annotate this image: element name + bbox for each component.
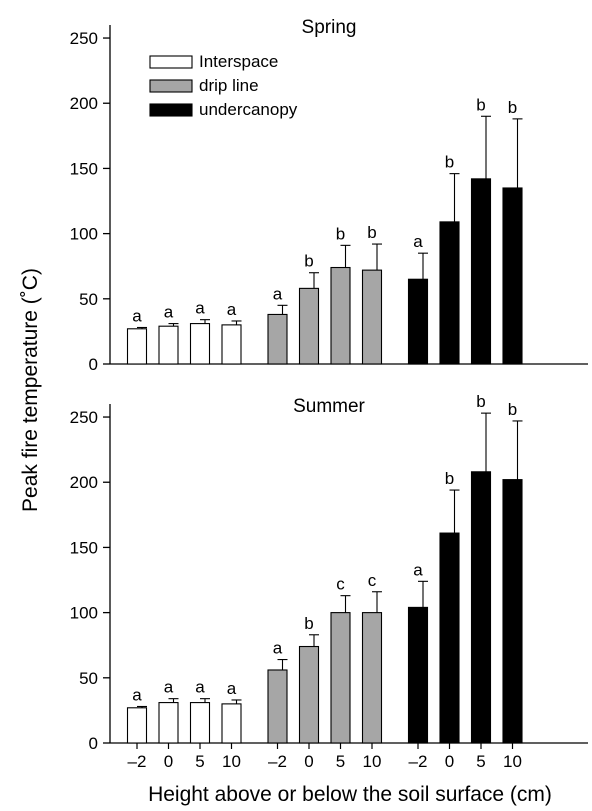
y-tick-label: 50 bbox=[79, 290, 98, 309]
bar bbox=[298, 645, 320, 744]
significance-letter: c bbox=[336, 575, 345, 594]
significance-letter: a bbox=[227, 300, 237, 319]
x-tick-label: –2 bbox=[128, 752, 147, 771]
y-tick-label: 150 bbox=[70, 159, 98, 178]
legend-label: undercanopy bbox=[199, 100, 298, 119]
legend-label: Interspace bbox=[199, 52, 278, 71]
significance-letter: a bbox=[132, 685, 142, 704]
bar bbox=[407, 606, 429, 744]
y-tick-label: 150 bbox=[70, 538, 98, 557]
significance-letter: b bbox=[367, 223, 376, 242]
y-tick-label: 0 bbox=[89, 734, 98, 753]
chart-panel-1: 050100150200250Summera–2a0a5a10a–2b0c5c1… bbox=[70, 392, 588, 771]
bar bbox=[189, 323, 211, 365]
x-tick-label: 5 bbox=[476, 752, 485, 771]
bar bbox=[126, 328, 148, 365]
bar bbox=[439, 532, 460, 744]
bar bbox=[439, 221, 460, 365]
x-tick-label: 10 bbox=[363, 752, 382, 771]
x-tick-label: 0 bbox=[304, 752, 313, 771]
bar bbox=[158, 702, 179, 744]
bar bbox=[470, 178, 492, 365]
x-axis-label: Height above or below the soil surface (… bbox=[148, 783, 552, 806]
significance-letter: b bbox=[445, 153, 454, 172]
significance-letter: b bbox=[445, 469, 454, 488]
y-tick-label: 100 bbox=[70, 225, 98, 244]
bar bbox=[221, 703, 242, 744]
y-tick-label: 100 bbox=[70, 604, 98, 623]
y-axis-label: Peak fire temperature (˚C) bbox=[19, 268, 42, 512]
significance-letter: b bbox=[304, 614, 313, 633]
bar bbox=[330, 266, 351, 365]
significance-letter: a bbox=[195, 678, 205, 697]
significance-letter: a bbox=[227, 679, 237, 698]
chart-panel-0: 0 50 100 150 200 250 Spring a a a a a b b b a b b b Intersp… bbox=[70, 17, 588, 374]
x-tick-label: 5 bbox=[195, 752, 204, 771]
bar bbox=[126, 707, 148, 744]
bar bbox=[407, 278, 429, 365]
significance-letter: b bbox=[476, 392, 485, 411]
y-tick-label: 250 bbox=[70, 29, 98, 48]
y-tick-label: 200 bbox=[70, 473, 98, 492]
significance-letter: b bbox=[508, 400, 517, 419]
bar bbox=[470, 471, 492, 744]
significance-letter: b bbox=[336, 224, 345, 243]
x-tick-label: 10 bbox=[503, 752, 522, 771]
bar bbox=[267, 669, 288, 744]
y-tick-label: 0 bbox=[89, 355, 98, 374]
bar bbox=[158, 325, 179, 365]
x-tick-label: –2 bbox=[409, 752, 428, 771]
bar bbox=[361, 269, 383, 365]
significance-letter: a bbox=[195, 299, 205, 318]
bar bbox=[189, 702, 211, 744]
significance-letter: c bbox=[368, 571, 377, 590]
legend: Interspace drip line undercanopy bbox=[149, 52, 298, 119]
y-tick-label: 200 bbox=[70, 94, 98, 113]
bar bbox=[267, 313, 288, 365]
significance-letter: a bbox=[273, 639, 283, 658]
significance-letter: a bbox=[132, 306, 142, 325]
significance-letter: a bbox=[413, 560, 423, 579]
x-tick-label: 0 bbox=[445, 752, 454, 771]
legend-swatch bbox=[149, 103, 193, 117]
significance-letter: a bbox=[273, 284, 283, 303]
significance-letter: b bbox=[476, 95, 485, 114]
significance-letter: a bbox=[164, 678, 174, 697]
bar bbox=[502, 479, 523, 744]
y-tick-label: 250 bbox=[70, 408, 98, 427]
x-tick-label: 10 bbox=[222, 752, 241, 771]
bar bbox=[298, 287, 320, 365]
chart-title: Spring bbox=[302, 17, 357, 38]
significance-letter: a bbox=[164, 303, 174, 322]
bar bbox=[221, 324, 242, 365]
x-tick-label: –2 bbox=[268, 752, 287, 771]
bar bbox=[361, 612, 383, 744]
x-tick-label: 0 bbox=[164, 752, 173, 771]
significance-letter: b bbox=[508, 98, 517, 117]
bar bbox=[502, 187, 523, 365]
bar bbox=[330, 612, 351, 744]
y-tick-label: 50 bbox=[79, 669, 98, 688]
significance-letter: b bbox=[304, 252, 313, 271]
legend-swatch bbox=[149, 55, 193, 69]
legend-swatch bbox=[149, 79, 193, 93]
significance-letter: a bbox=[413, 232, 423, 251]
legend-label: drip line bbox=[199, 76, 259, 95]
chart-title: Summer bbox=[293, 396, 365, 417]
x-tick-label: 5 bbox=[336, 752, 345, 771]
